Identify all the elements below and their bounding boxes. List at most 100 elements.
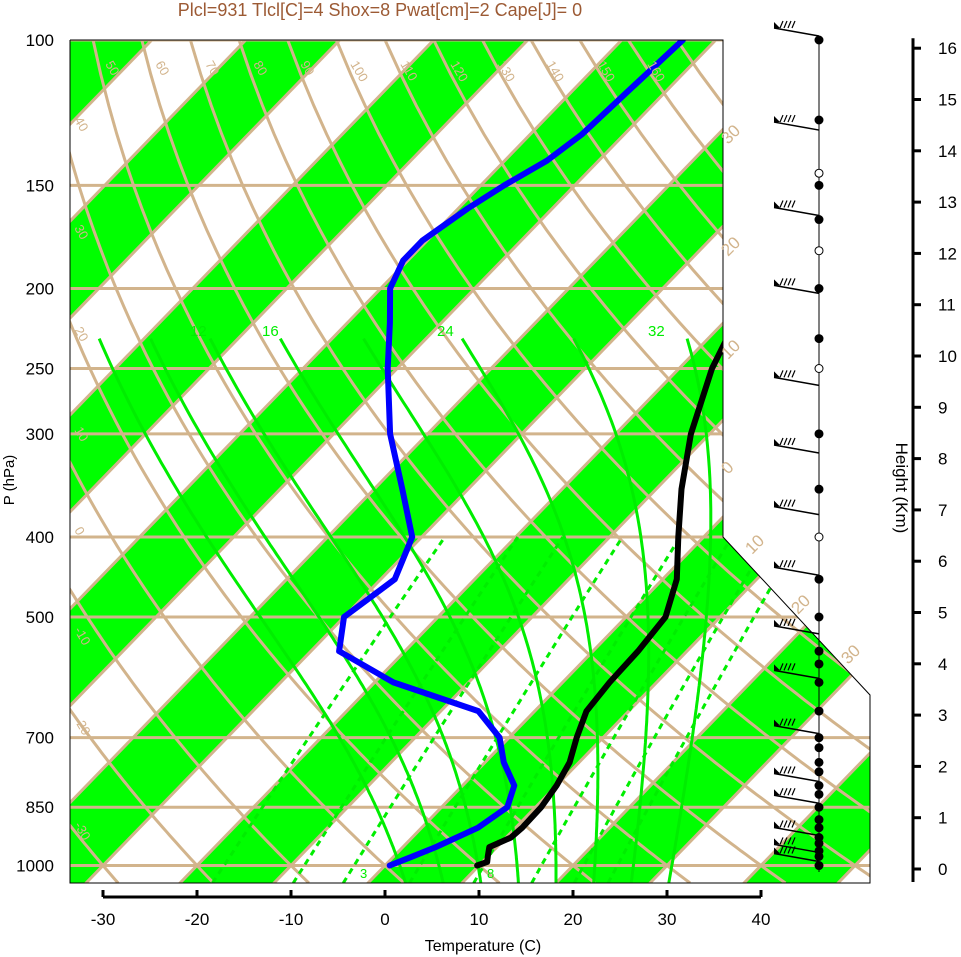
x-tick-label: 10 (470, 910, 489, 929)
isotherm-label-left: 20 (71, 324, 91, 344)
dry-adiabat (188, 40, 870, 883)
wind-barb-feather (783, 114, 788, 123)
sounding-level-open-dot (814, 168, 824, 178)
temperature-band (70, 40, 721, 883)
moist-adiabat (362, 337, 558, 883)
wind-barb-flag (774, 789, 780, 796)
wind-barb-flag (774, 201, 780, 208)
wind-barb-feather (787, 788, 792, 796)
isotherm-label-right: 10 (741, 531, 768, 558)
moist-adiabat (149, 337, 445, 883)
height-tick-label: 10 (938, 347, 957, 366)
x-tick-label: 0 (380, 910, 389, 929)
wind-barb-shaft (773, 724, 820, 735)
wind-barb-shaft (773, 852, 820, 863)
wind-barb-feather (787, 559, 792, 568)
wind-barb-feather (783, 499, 788, 507)
wind-barb-flag (774, 664, 780, 671)
mixing-ratio-line (572, 536, 771, 883)
wind-barb-feather (791, 200, 796, 208)
wind-barb-shaft (773, 505, 820, 516)
wind-barb-feather (791, 370, 796, 378)
mixing-ratio-line (530, 536, 733, 883)
wind-barb-shaft (773, 625, 820, 635)
pressure-tick-label: 200 (26, 280, 54, 299)
isotherm-line (70, 40, 440, 883)
pressure-tick-label: 250 (26, 360, 54, 379)
wind-barb-column (773, 20, 824, 872)
dry-adiabat (286, 40, 870, 883)
wind-barb-feather (779, 766, 784, 774)
isotherm-label-top: 60 (152, 58, 172, 78)
sounding-level-dot (814, 706, 824, 716)
wind-barb-feather (791, 114, 796, 123)
pressure-tick-label: 700 (26, 729, 54, 748)
height-tick-label: 16 (938, 39, 957, 58)
wind-barb-feather (791, 618, 796, 627)
temperature-band (70, 40, 345, 883)
height-tick-label: 8 (938, 450, 947, 469)
dry-adiabat (70, 40, 501, 883)
wind-barb-feather (787, 200, 792, 208)
temperature-band (70, 40, 870, 883)
dry-adiabat (140, 40, 787, 883)
isotherm-line (70, 40, 816, 883)
wind-barb-shaft (773, 772, 820, 783)
wind-barb-feather (783, 278, 788, 286)
wind-barb-flag (774, 439, 780, 446)
x-tick-label: 30 (658, 910, 677, 929)
height-tick-label: 9 (938, 398, 947, 417)
x-tick-label: 40 (752, 910, 771, 929)
wind-barb-shaft (773, 27, 820, 37)
wind-barb-flag (774, 847, 780, 854)
wind-barb-feather (779, 718, 784, 726)
wind-barb-shaft (773, 826, 820, 837)
pressure-tick-label: 150 (26, 176, 54, 195)
pressure-tick-label: 1000 (16, 857, 54, 876)
mixing-ratio-lines (211, 536, 802, 883)
sounding-level-dot (814, 733, 824, 743)
height-tick-label: 5 (938, 604, 947, 623)
moist-adiabat-label: 12 (190, 323, 207, 340)
isotherm-label-right: 20 (787, 591, 814, 618)
sounding-level-dot (814, 215, 824, 225)
sounding-level-dot (814, 574, 824, 584)
mixing-ratio-line (211, 536, 447, 883)
wind-barb-feather (779, 788, 784, 796)
height-tick-label: 4 (938, 655, 947, 674)
pressure-tick-label: 400 (26, 528, 54, 547)
mixing-ratio-line (342, 536, 565, 883)
wind-barb-feather (787, 718, 792, 726)
wind-barb-shaft (773, 566, 820, 576)
wind-barb-shaft (773, 284, 820, 295)
wind-barb-feather (791, 437, 796, 446)
moist-adiabat (572, 337, 651, 883)
sounding-level-dot (814, 802, 824, 812)
height-tick-label: 2 (938, 757, 947, 776)
isotherm-line (644, 40, 870, 883)
x-tick-label: -20 (185, 910, 210, 929)
wind-barb-feather (787, 820, 792, 828)
mixing-ratio-line (606, 536, 802, 883)
wind-barb-feather (783, 370, 788, 378)
wind-barb-feather (791, 278, 796, 286)
isotherm-label-top: 80 (250, 58, 270, 78)
mixing-ratio-label: 8 (487, 866, 494, 881)
isotherm-label-left: 10 (71, 424, 91, 444)
height-tick-label: 3 (938, 706, 947, 725)
wind-barb-feather (783, 788, 788, 796)
sounding-level-dot (814, 781, 824, 791)
wind-barb-feather (779, 499, 784, 507)
wind-barb-flag (774, 500, 780, 507)
sounding-level-dot (814, 35, 824, 45)
isotherm-label-top: 50 (102, 58, 122, 78)
isotherm-label-top: 100 (347, 58, 371, 84)
sounding-level-open-dot (814, 532, 824, 542)
pressure-tick-label: 850 (26, 798, 54, 817)
wind-barb-feather (787, 278, 792, 286)
wind-barb-feather (787, 766, 792, 774)
wind-barb-feather (779, 114, 784, 123)
x-tick-label: 20 (564, 910, 583, 929)
height-tick-label: 7 (938, 501, 947, 520)
